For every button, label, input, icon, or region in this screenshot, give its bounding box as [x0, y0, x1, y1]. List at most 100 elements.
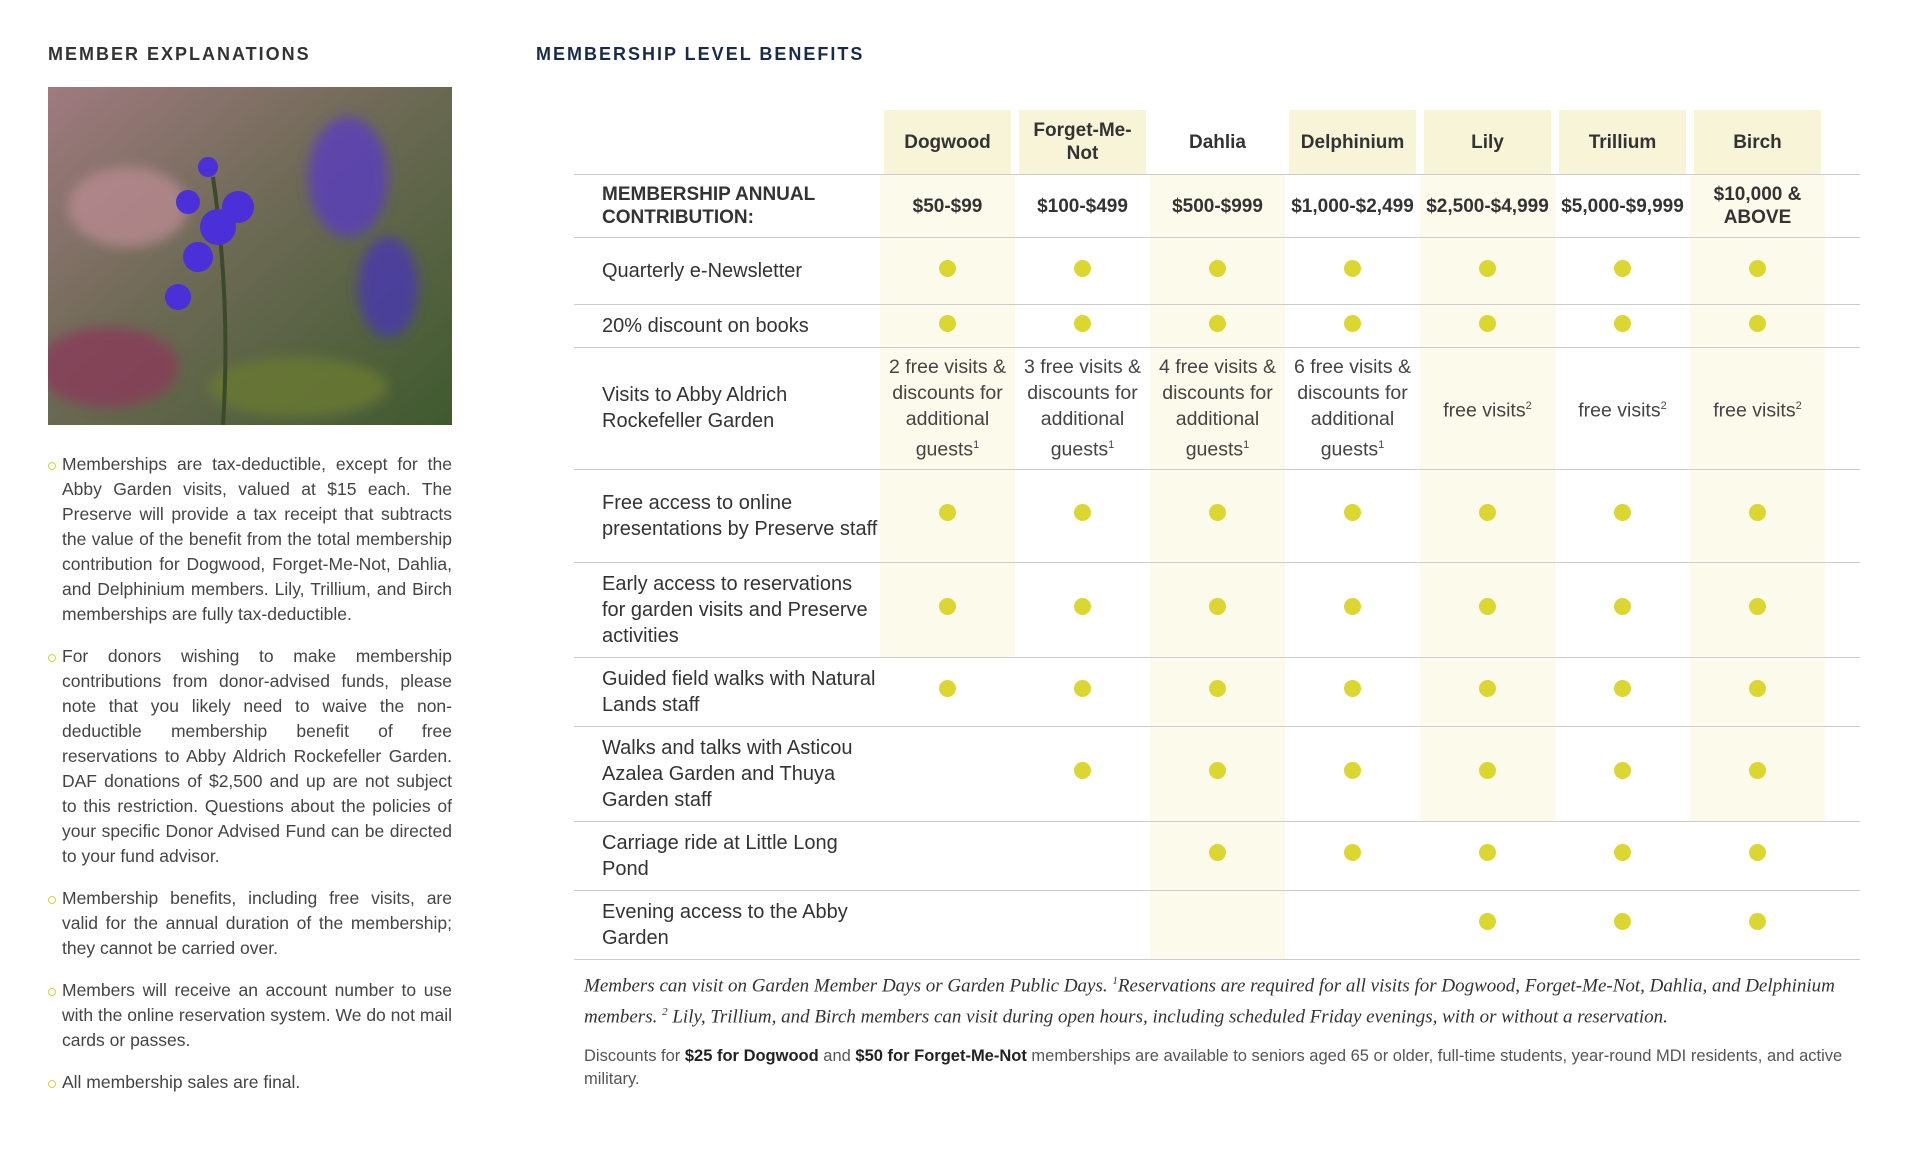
included-dot — [1344, 762, 1361, 779]
cell — [1690, 657, 1825, 726]
column-name: Forget-Me-Not — [1019, 110, 1146, 174]
cell — [1285, 726, 1420, 821]
cell — [880, 657, 1015, 726]
column-header: Trillium — [1555, 110, 1690, 175]
cell — [1150, 890, 1285, 959]
cell — [1420, 890, 1555, 959]
column-name: Delphinium — [1289, 110, 1416, 174]
row-label: Visits to Abby Aldrich Rockefeller Garde… — [602, 384, 788, 433]
benefit-row: Early access to reservations for garden … — [574, 562, 1860, 657]
cell — [1285, 469, 1420, 562]
spacer — [1825, 348, 1860, 470]
benefit-row: Walks and talks with Asticou Azalea Gard… — [574, 726, 1860, 821]
cell — [1420, 821, 1555, 890]
row-label: Free access to online presentations by P… — [602, 491, 878, 540]
included-dot — [1479, 314, 1496, 332]
visit-text: free visits — [1713, 399, 1796, 422]
column-header: Delphinium — [1285, 110, 1420, 175]
cell — [880, 890, 1015, 959]
row-label: MEMBERSHIP ANNUAL CONTRIBUTION: — [602, 184, 815, 228]
included-dot — [1749, 680, 1766, 697]
footnote-text: memberships are available to seniors age… — [584, 1046, 1843, 1088]
cell — [1555, 657, 1690, 726]
cell — [1150, 726, 1285, 821]
cell — [880, 821, 1015, 890]
cell — [1555, 821, 1690, 890]
bullet: All membership sales are final. — [48, 1070, 452, 1095]
cell — [1420, 304, 1555, 348]
row-label: 20% discount on books — [602, 315, 809, 337]
cell — [880, 469, 1015, 562]
row-label: Early access to reservations for garden … — [602, 572, 868, 647]
section-title: MEMBERSHIP LEVEL BENEFITS — [536, 44, 865, 64]
included-dot — [1074, 504, 1091, 521]
cell: $50-$99 — [880, 174, 1015, 238]
cell: 2 free visits & discounts for additional… — [880, 347, 1015, 469]
footnote-ref: 2 — [1795, 400, 1802, 412]
included-dot — [1479, 913, 1496, 930]
column-header: Forget-Me-Not — [1015, 110, 1150, 175]
cell — [1150, 657, 1285, 726]
visit-text: 3 free visits & discounts for additional… — [1023, 356, 1142, 461]
cell — [1015, 657, 1150, 726]
included-dot — [939, 598, 956, 615]
bullet: Memberships are tax-deductible, except f… — [48, 452, 452, 627]
included-dot — [939, 259, 956, 277]
included-dot — [1614, 259, 1631, 277]
benefit-row: 20% discount on books — [574, 304, 1860, 348]
visit-text: 6 free visits & discounts for additional… — [1293, 356, 1412, 461]
cell — [1555, 890, 1690, 959]
included-dot — [1479, 598, 1496, 615]
included-dot — [1209, 314, 1226, 332]
cell — [1420, 562, 1555, 657]
spacer — [1825, 238, 1860, 305]
empty-header — [574, 110, 880, 175]
included-dot — [1344, 259, 1361, 277]
cell — [1690, 562, 1825, 657]
footnote-ref: 2 — [1660, 400, 1667, 412]
visit-text: 4 free visits & discounts for additional… — [1158, 356, 1277, 461]
footnote: Discounts for $25 for Dogwood and $50 fo… — [584, 1045, 1844, 1091]
visit-text: 2 free visits & discounts for additional… — [888, 356, 1007, 461]
cell — [880, 726, 1015, 821]
column-name: Dahlia — [1154, 110, 1281, 174]
cell: free visits2 — [1555, 348, 1690, 470]
cell — [1690, 237, 1825, 305]
bullet: Members will receive an account number t… — [48, 978, 452, 1053]
cell — [1555, 469, 1690, 562]
included-dot — [1209, 762, 1226, 779]
row-label: Carriage ride at Little Long Pond — [602, 831, 838, 880]
row-label: Quarterly e-Newsletter — [602, 260, 803, 282]
footnote-ref: 1 — [1378, 439, 1385, 451]
column-header: Dahlia — [1150, 110, 1285, 175]
included-dot — [1074, 314, 1091, 332]
cell — [1690, 469, 1825, 562]
cell — [1150, 304, 1285, 348]
included-dot — [1209, 504, 1226, 521]
included-dot — [1209, 598, 1226, 615]
member-explanations: MEMBER EXPLANATIONS Memberships are tax-… — [38, 44, 452, 1112]
footnote-ref: 1 — [973, 439, 980, 451]
included-dot — [1614, 844, 1631, 861]
cell — [1285, 305, 1420, 348]
column-name: Birch — [1694, 110, 1821, 174]
cell — [1015, 890, 1150, 959]
included-dot — [1209, 680, 1226, 697]
included-dot — [1749, 314, 1766, 332]
spacer — [1825, 657, 1860, 726]
benefit-row: MEMBERSHIP ANNUAL CONTRIBUTION: $50-$99 $1… — [574, 174, 1860, 238]
footnote: Members can visit on Garden Member Days … — [584, 968, 1844, 1031]
included-dot — [1479, 259, 1496, 277]
cell — [880, 562, 1015, 657]
included-dot — [1344, 504, 1361, 521]
cell — [1285, 562, 1420, 657]
included-dot — [1614, 314, 1631, 332]
column-header: Birch — [1690, 110, 1825, 175]
cell: $1,000-$2,499 — [1291, 195, 1414, 217]
cell — [1690, 726, 1825, 821]
footnote-text: Discounts for — [584, 1046, 685, 1065]
cell: $5,000-$9,999 — [1561, 195, 1684, 217]
section-title: MEMBER EXPLANATIONS — [48, 44, 311, 64]
cell — [1555, 238, 1690, 305]
cell: $100-$499 — [1037, 195, 1128, 217]
